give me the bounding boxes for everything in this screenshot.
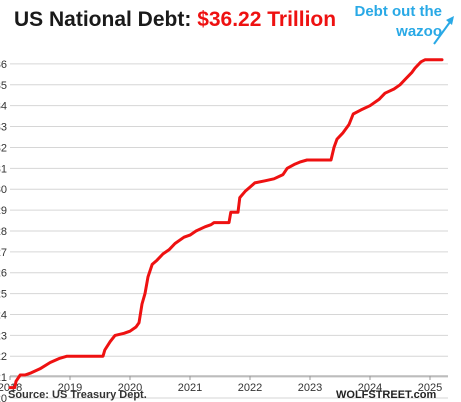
x-tick-label: 2022 [238, 382, 262, 394]
x-tick-label: 2021 [178, 382, 202, 394]
y-tick-label: 22 [0, 351, 7, 363]
x-tick-label: 2020 [118, 382, 142, 394]
y-tick-label: 23 [0, 330, 7, 342]
brand-note: WOLFSTREET.com [336, 389, 437, 401]
source-note: Source: US Treasury Dept. [8, 389, 147, 401]
y-tick-label: 32 [0, 142, 7, 154]
y-tick-label: 25 [0, 289, 7, 301]
annotation-arrow-head [446, 16, 454, 25]
y-tick-label: 30 [0, 184, 7, 196]
annotation-line-2: wazoo [396, 23, 442, 40]
y-tick-label: 21 [0, 372, 7, 384]
annotation: Debt out the wazoo [330, 2, 443, 42]
title-highlight: $36.22 Trillion [197, 8, 337, 31]
y-tick-label: 24 [0, 309, 7, 321]
x-tick-label: 2019 [58, 382, 82, 394]
annotation-line-1: Debt out the [354, 3, 443, 20]
x-tick-label: 2024 [358, 382, 382, 394]
y-tick-label: 29 [0, 205, 7, 217]
title-text: US National Debt: [14, 8, 198, 31]
y-tick-label: 36 [0, 59, 7, 71]
y-tick-label: 20 [0, 393, 7, 402]
chart-title: US National Debt: $36.22 Trillion [14, 8, 336, 32]
y-tick-label: 28 [0, 226, 7, 238]
x-tick-label: 2023 [298, 382, 322, 394]
y-tick-label: 34 [0, 101, 7, 113]
x-tick-label: 2025 [418, 382, 442, 394]
y-tick-label: 27 [0, 247, 7, 259]
annotation-arrow-line [433, 21, 451, 45]
y-tick-label: 31 [0, 163, 7, 175]
debt-series-line [8, 58, 444, 390]
y-tick-label: 26 [0, 268, 7, 280]
y-tick-label: 33 [0, 122, 7, 134]
y-tick-label: 35 [0, 80, 7, 92]
